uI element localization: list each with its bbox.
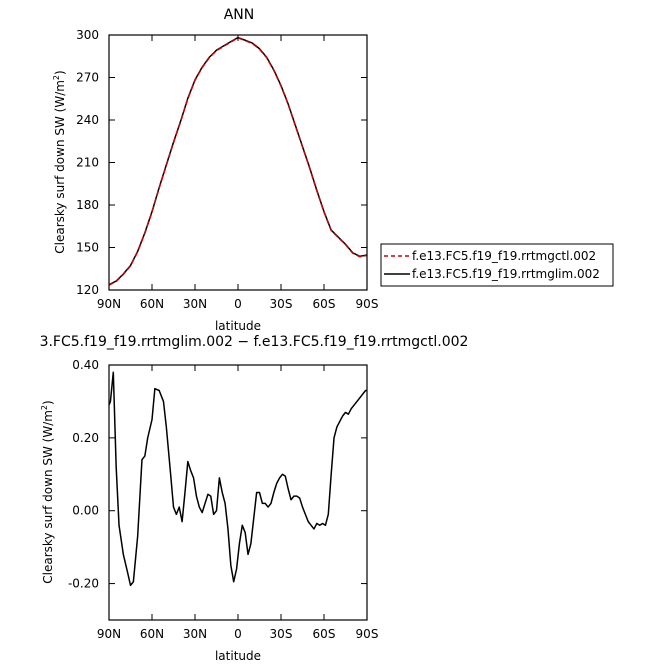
legend: f.e13.FC5.f19_f19.rrtmgctl.002 f.e13.FC5… [380,243,614,287]
top-y-tick-label: 210 [76,156,99,170]
bottom-plot-frame [108,364,368,621]
bottom-y-axis-label-sup: 2 [40,405,49,410]
top-plot-area [108,36,368,286]
bottom-y-tick-label: 0.20 [72,431,99,445]
top-x-tick-label: 60S [313,297,336,311]
legend-label-ctl: f.e13.FC5.f19_f19.rrtmgctl.002 [412,249,596,263]
top-x-axis-label: latitude [215,319,261,333]
bottom-y-tick-label: -0.20 [68,577,99,591]
top-y-tick-label: 240 [76,113,99,127]
top-y-ticks: 120 150 180 210 240 270 300 [76,28,367,297]
bottom-x-tick-label: 30S [270,627,293,641]
bottom-y-ticks: -0.20 0.00 0.20 0.40 [68,358,367,591]
top-x-ticks: 90N 60N 30N 0 30S 60S 90S [97,35,379,311]
bottom-x-ticks: 90N 60N 30N 0 30S 60S 90S [97,365,379,641]
bottom-series-line-0 [108,371,367,587]
top-y-axis-label-sup: 2 [52,75,61,80]
bottom-x-tick-label: 60N [140,627,164,641]
top-y-axis-label-text: Clearsky surf down SW (W/m [53,80,67,254]
bottom-x-tick-label: 0 [234,627,242,641]
bottom-x-tick-label: 90S [356,627,379,641]
top-plot-frame [108,34,368,291]
top-x-tick-label: 30S [270,297,293,311]
bottom-y-axis-label-close: ) [41,400,55,405]
bottom-x-tick-label: 30N [183,627,207,641]
top-x-tick-label: 30N [183,297,207,311]
legend-label-lim: f.e13.FC5.f19_f19.rrtmglim.002 [412,267,600,281]
top-y-tick-label: 180 [76,198,99,212]
legend-box [380,243,614,287]
top-series-line-0 [108,37,368,286]
bottom-x-tick-label: 60S [313,627,336,641]
bottom-y-axis-label-text: Clearsky surf down SW (W/m [41,410,55,584]
bottom-panel: 3.FC5.f19_f19.rrtmglim.002 − f.e13.FC5.f… [40,334,469,663]
top-chart-title: ANN [224,7,255,23]
top-x-tick-label: 90N [97,297,121,311]
top-y-axis-label: Clearsky surf down SW (W/m2) [52,70,67,253]
top-y-tick-label: 270 [76,71,99,85]
top-series-line-1 [108,36,368,286]
top-panel: ANN 90N 60N 30N 0 30S 60S 90S 120 150 180 210 240 2… [52,7,378,333]
top-y-tick-label: 150 [76,241,99,255]
bottom-y-tick-label: 0.00 [72,504,99,518]
bottom-x-axis-label: latitude [215,649,261,663]
top-y-axis-label-close: ) [53,70,67,75]
bottom-y-tick-label: 0.40 [72,358,99,372]
top-x-tick-label: 0 [234,297,242,311]
bottom-x-tick-label: 90N [97,627,121,641]
bottom-chart-title: 3.FC5.f19_f19.rrtmglim.002 − f.e13.FC5.f… [40,334,469,350]
top-x-tick-label: 90S [356,297,379,311]
bottom-y-axis-label: Clearsky surf down SW (W/m2) [40,400,55,583]
bottom-plot-area [108,371,367,587]
top-y-tick-label: 120 [76,283,99,297]
top-y-tick-label: 300 [76,28,99,42]
top-x-tick-label: 60N [140,297,164,311]
